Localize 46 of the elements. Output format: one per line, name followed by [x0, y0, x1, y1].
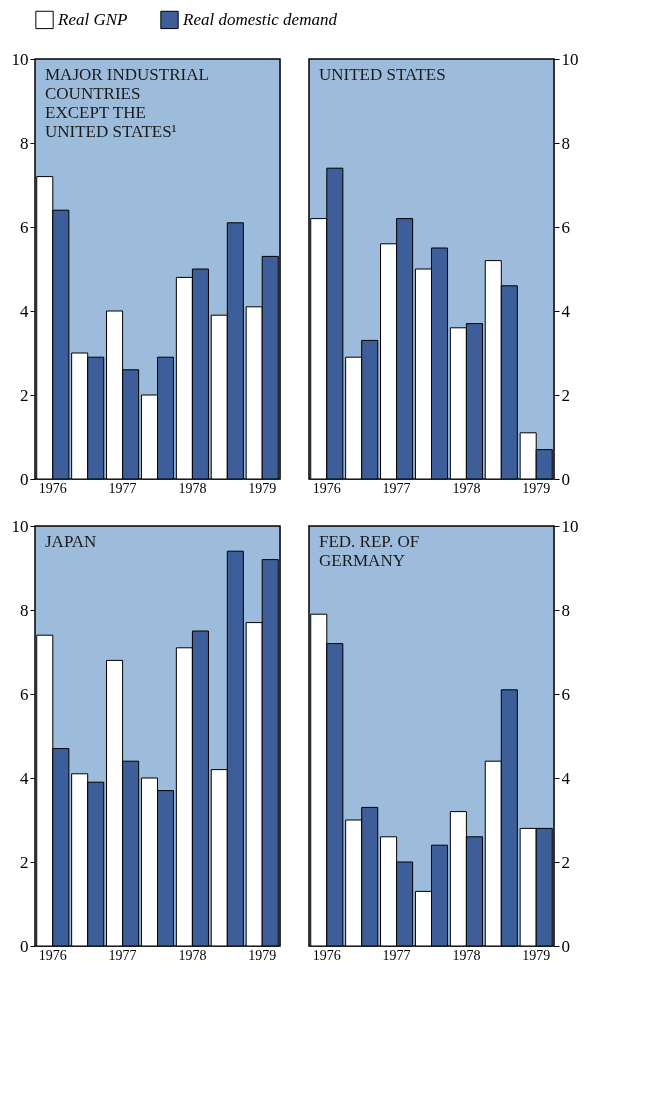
- x-tick-label: 1979: [248, 480, 277, 496]
- y-tick-label: 0: [20, 936, 29, 956]
- y-tick-label: 2: [20, 385, 29, 405]
- y-tick-label: 0: [20, 469, 29, 489]
- x-tick-label: 1976: [312, 480, 341, 496]
- x-tick-label: 1979: [522, 480, 551, 496]
- y-tick-label: 4: [20, 301, 29, 321]
- y-tick-label: 4: [561, 301, 571, 321]
- y-tick-label: 10: [11, 516, 29, 536]
- y-tick-label: 8: [20, 133, 29, 153]
- y-tick-label: 2: [561, 385, 570, 405]
- chart-title: JAPAN: [45, 532, 97, 551]
- text: MAJOR INDUSTRIAL COUNTRIES EXCEPT THE UNITED STATES¹: [45, 65, 209, 141]
- y-tick-label: 0: [561, 469, 570, 489]
- legend-label: Real GNP: [57, 9, 128, 29]
- y-tick-label: 2: [20, 852, 29, 872]
- y-tick-label: 10: [561, 49, 579, 69]
- y-tick-label: 6: [20, 684, 29, 704]
- y-tick-label: 10: [561, 516, 579, 536]
- x-tick-label: 1979: [248, 947, 277, 963]
- y-tick-label: 0: [561, 936, 570, 956]
- x-tick-label: 1977: [382, 480, 411, 496]
- y-tick-label: 6: [20, 217, 29, 237]
- x-tick-label: 1978: [178, 947, 207, 963]
- x-tick-label: 1978: [452, 947, 481, 963]
- x-tick-label: 1977: [382, 947, 411, 963]
- y-tick-label: 8: [561, 133, 570, 153]
- y-tick-label: 10: [11, 49, 29, 69]
- text: FED. REP. OF GERMANY: [319, 532, 420, 570]
- legend-label: Real domestic demand: [182, 9, 338, 29]
- x-tick-label: 1976: [38, 947, 67, 963]
- x-tick-label: 1978: [452, 480, 481, 496]
- y-tick-label: 2: [561, 852, 570, 872]
- x-tick-label: 1977: [108, 480, 137, 496]
- y-tick-label: 6: [561, 684, 570, 704]
- y-tick-label: 8: [20, 600, 29, 620]
- x-tick-label: 1979: [522, 947, 551, 963]
- y-tick-label: 8: [561, 600, 570, 620]
- y-tick-label: 6: [561, 217, 570, 237]
- x-tick-label: 1977: [108, 947, 137, 963]
- chart-title: UNITED STATES: [319, 65, 446, 84]
- x-tick-label: 1976: [38, 480, 67, 496]
- x-tick-label: 1978: [178, 480, 207, 496]
- y-tick-label: 4: [561, 768, 571, 788]
- y-tick-label: 4: [20, 768, 29, 788]
- x-tick-label: 1976: [312, 947, 341, 963]
